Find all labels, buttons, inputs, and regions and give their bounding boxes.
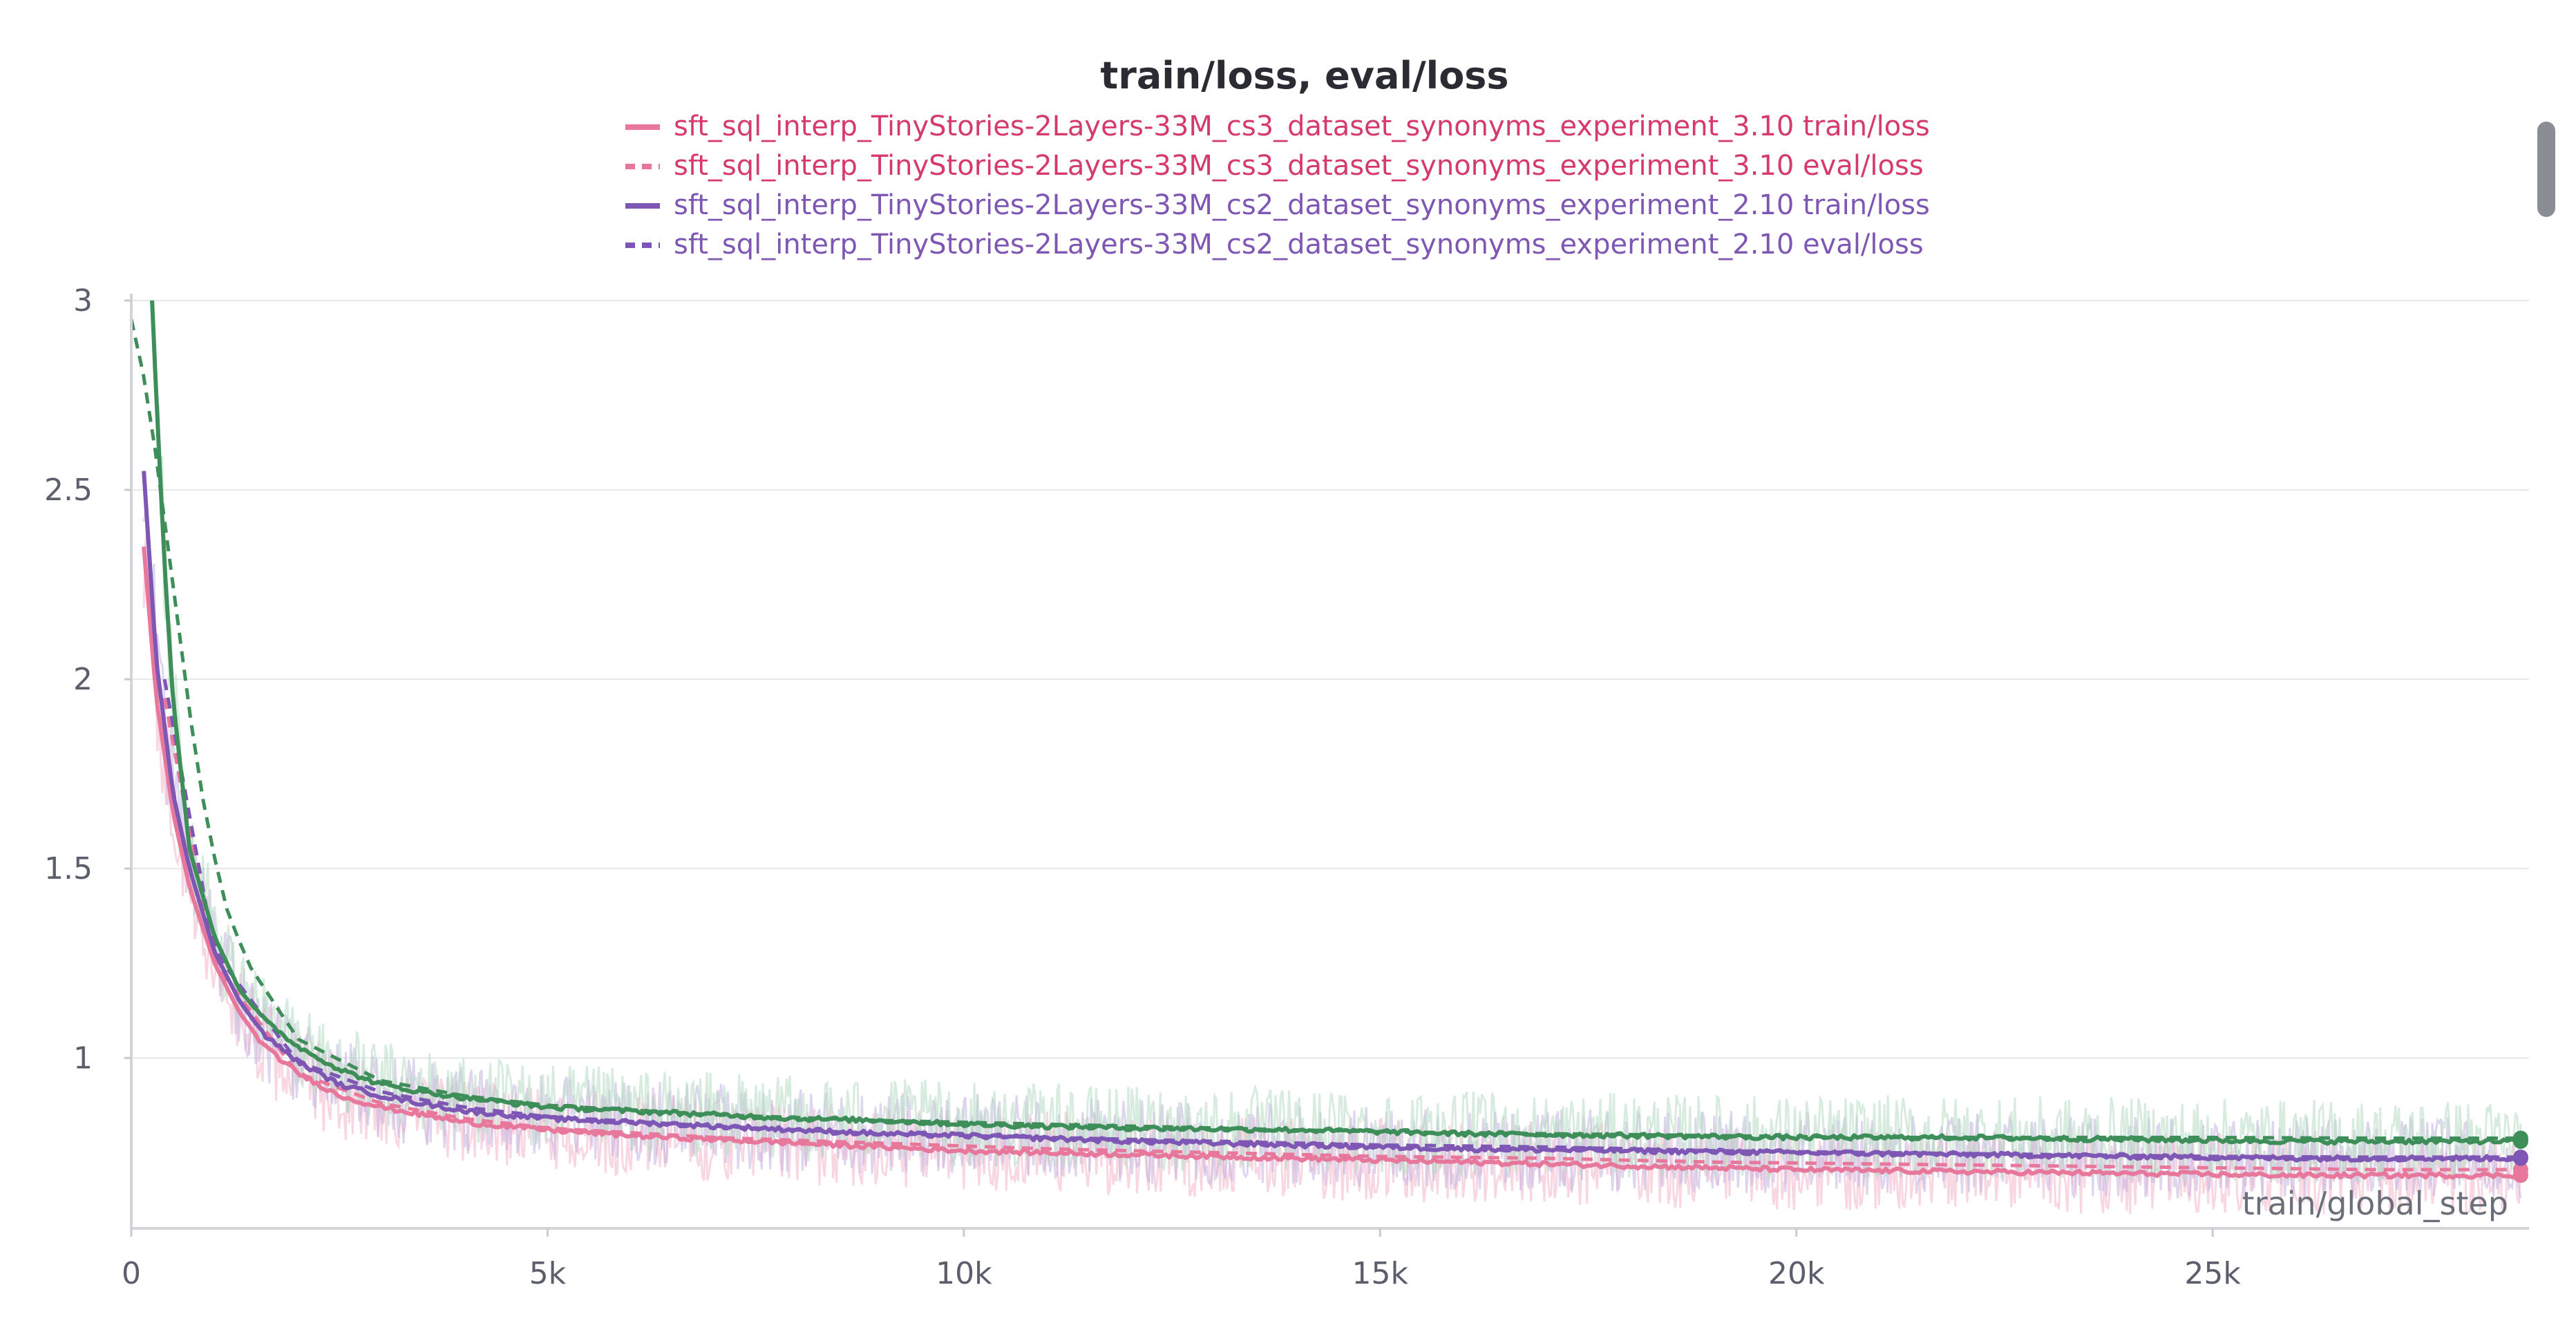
eval-loss-line xyxy=(129,318,2521,1140)
legend-label: sft_sql_interp_TinyStories-2Layers-33M_c… xyxy=(674,189,1930,221)
y-tick-label: 2.5 xyxy=(44,473,93,508)
train-loss-line xyxy=(142,546,2522,1180)
chart-legend[interactable]: sft_sql_interp_TinyStories-2Layers-33M_c… xyxy=(625,111,1930,260)
legend-item[interactable]: sft_sql_interp_TinyStories-2Layers-33M_c… xyxy=(625,229,1924,260)
chart-title: train/loss, eval/loss xyxy=(1100,54,1508,97)
y-tick-label: 1 xyxy=(73,1040,93,1076)
grid-lines xyxy=(131,300,2529,1059)
legend-label: sft_sql_interp_TinyStories-2Layers-33M_c… xyxy=(674,111,1930,142)
raw-noise-traces xyxy=(142,300,2522,1217)
x-axis-label: train/global_step xyxy=(2242,1185,2508,1222)
x-tick-label: 0 xyxy=(122,1256,141,1291)
legend-item[interactable]: sft_sql_interp_TinyStories-2Layers-33M_c… xyxy=(625,111,1930,142)
y-tick-label: 1.5 xyxy=(44,851,93,886)
chart-axes xyxy=(130,294,2529,1230)
x-tick-label: 20k xyxy=(1768,1256,1825,1291)
y-tick-label: 3 xyxy=(73,283,93,318)
series-lines xyxy=(129,300,2523,1180)
x-tick-label: 5k xyxy=(529,1256,567,1291)
series-end-marker xyxy=(2512,1162,2528,1178)
y-axis-ticks: 1 1.5 2 2.5 3 xyxy=(44,283,131,1076)
vertical-scrollbar[interactable] xyxy=(2537,122,2555,217)
legend-item[interactable]: sft_sql_interp_TinyStories-2Layers-33M_c… xyxy=(625,150,1924,182)
train-loss-line xyxy=(142,470,2521,1163)
series-end-marker xyxy=(2512,1149,2528,1165)
x-tick-label: 10k xyxy=(936,1256,992,1291)
train-loss-line xyxy=(150,300,2523,1146)
series-endpoints xyxy=(2512,1130,2528,1183)
legend-label: sft_sql_interp_TinyStories-2Layers-33M_c… xyxy=(674,150,1924,182)
x-axis-ticks: 0 5k 10k 15k 20k 25k xyxy=(122,1228,2241,1291)
raw-trace xyxy=(151,300,2522,1183)
eval-loss-line xyxy=(162,698,2521,1172)
eval-loss-line xyxy=(162,678,2521,1159)
y-tick-label: 2 xyxy=(73,662,93,697)
x-tick-label: 15k xyxy=(1352,1256,1409,1291)
x-tick-label: 25k xyxy=(2184,1256,2241,1291)
legend-label: sft_sql_interp_TinyStories-2Layers-33M_c… xyxy=(674,229,1924,260)
legend-item[interactable]: sft_sql_interp_TinyStories-2Layers-33M_c… xyxy=(625,189,1930,221)
series-end-marker xyxy=(2512,1130,2528,1146)
